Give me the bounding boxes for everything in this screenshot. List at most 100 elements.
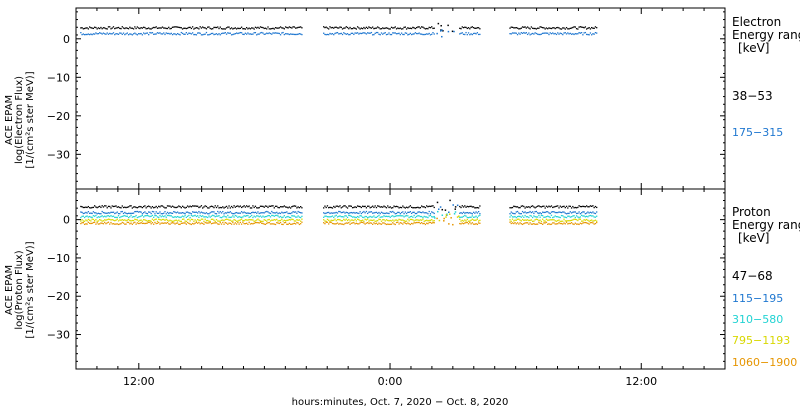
data-point: [471, 26, 473, 28]
data-point: [353, 206, 355, 209]
data-point: [373, 215, 375, 217]
data-point: [349, 205, 351, 207]
data-point: [427, 216, 429, 219]
data-point: [223, 215, 225, 217]
data-point: [519, 215, 521, 218]
data-point: [405, 32, 408, 34]
data-point: [277, 222, 279, 224]
data-point: [278, 212, 280, 214]
proton-ylabel-line2: log(Proton Flux): [14, 250, 25, 329]
data-point: [287, 215, 289, 218]
data-point: [146, 27, 149, 30]
data-point: [252, 211, 254, 213]
data-point: [351, 222, 354, 224]
data-point: [393, 211, 395, 214]
data-point: [144, 222, 146, 225]
data-point: [413, 207, 415, 209]
data-point: [301, 27, 303, 29]
data-point: [591, 221, 593, 224]
data-point: [433, 215, 435, 218]
data-point: [398, 215, 400, 217]
data-point: [222, 28, 224, 30]
data-point: [248, 216, 250, 218]
data-point: [548, 216, 550, 218]
data-point: [173, 26, 175, 28]
data-point: [294, 33, 297, 36]
data-point: [553, 211, 555, 213]
data-point: [208, 213, 210, 215]
data-point: [229, 32, 231, 34]
data-point: [242, 206, 244, 208]
data-point: [132, 206, 135, 208]
data-point: [568, 222, 570, 225]
data-point: [191, 26, 194, 28]
data-point: [338, 206, 340, 208]
data-point: [469, 28, 471, 30]
data-point: [99, 205, 101, 208]
data-point: [169, 33, 171, 35]
data-point: [106, 207, 108, 209]
data-point: [282, 206, 284, 208]
data-point: [405, 223, 408, 225]
data-point: [268, 212, 270, 214]
data-point: [105, 205, 107, 207]
data-point: [131, 219, 133, 222]
data-point: [176, 211, 179, 213]
data-point: [343, 32, 345, 34]
data-point: [274, 214, 277, 217]
data-point: [112, 32, 115, 34]
data-point: [477, 222, 480, 224]
data-point: [426, 212, 428, 214]
data-point: [178, 219, 180, 221]
data-point: [129, 212, 131, 215]
data-point: [230, 212, 233, 214]
data-point: [198, 206, 200, 209]
data-point: [144, 33, 146, 35]
data-point: [171, 212, 174, 214]
data-point: [137, 220, 140, 222]
data-point: [398, 207, 400, 209]
data-point: [429, 205, 432, 208]
data-point: [422, 211, 424, 213]
data-point: [353, 216, 355, 218]
data-point: [330, 215, 332, 218]
data-point: [186, 218, 189, 221]
data-point: [355, 220, 357, 222]
data-point: [385, 219, 388, 221]
data-point: [572, 211, 574, 213]
data-point: [171, 205, 174, 207]
data-point: [195, 221, 198, 224]
data-point: [383, 32, 385, 34]
data-point: [530, 215, 533, 217]
data-point: [554, 32, 556, 35]
data-point: [115, 223, 117, 225]
data-point: [328, 207, 330, 209]
data-point: [267, 219, 269, 221]
data-point: [368, 205, 370, 207]
data-point: [539, 216, 541, 218]
data-point: [523, 26, 525, 28]
data-point: [230, 220, 233, 222]
data-point: [213, 215, 215, 217]
data-point: [394, 206, 396, 208]
data-point: [271, 219, 273, 221]
data-point: [140, 221, 142, 224]
data-point: [210, 215, 213, 217]
data-point: [544, 222, 546, 224]
data-point: [536, 27, 539, 29]
data-point: [325, 34, 327, 36]
data-point: [195, 205, 198, 207]
data-point: [593, 220, 595, 222]
data-point: [193, 223, 195, 225]
data-point: [565, 220, 568, 222]
data-point: [344, 215, 346, 217]
data-point: [224, 221, 226, 224]
data-point: [197, 205, 199, 207]
data-point: [181, 212, 184, 214]
data-point: [569, 219, 571, 222]
data-point: [324, 223, 326, 225]
data-point: [553, 27, 555, 29]
data-point: [585, 222, 588, 224]
data-point: [155, 33, 157, 35]
data-point: [567, 32, 569, 34]
